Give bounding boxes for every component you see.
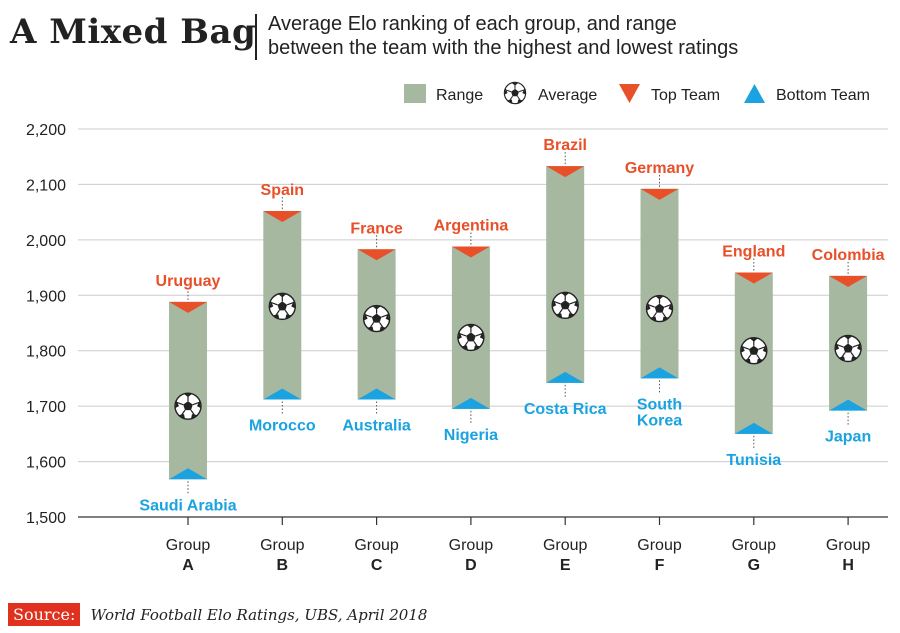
bottom-team-label: Tunisia [726, 452, 781, 469]
y-tick-label: 2,200 [26, 122, 66, 139]
average-marker [362, 304, 391, 333]
subtitle-line-2: between the team with the highest and lo… [268, 37, 739, 59]
y-tick-label: 1,700 [26, 399, 66, 416]
x-tick-label: B [277, 557, 289, 574]
top-team-marker [357, 249, 396, 261]
group-b: Spain Morocco [249, 182, 316, 434]
x-tick-label-prefix: Group [354, 537, 399, 554]
title-divider [255, 14, 257, 60]
y-tick-label: 2,000 [26, 233, 66, 250]
average-marker [834, 334, 862, 363]
source-label: Source: [8, 603, 81, 626]
top-team-label: Colombia [812, 247, 885, 264]
legend-average-label: Average [538, 87, 597, 104]
x-tick-label-prefix: Group [260, 537, 305, 554]
bottom-team-label: South [637, 396, 682, 413]
top-team-marker [734, 272, 773, 284]
bottom-team-label: Nigeria [444, 427, 498, 444]
range-bar [169, 301, 207, 480]
average-marker [551, 291, 579, 319]
x-tick-label: H [842, 557, 854, 574]
average-marker [740, 337, 768, 365]
legend-range-swatch [404, 84, 426, 103]
x-tick-label-prefix: Group [543, 537, 588, 554]
range-bars: Uruguay Saudi Arabia Spain Morocco France Aus… [139, 137, 884, 514]
x-tick-label-prefix: Group [637, 537, 682, 554]
y-tick-label: 1,500 [26, 510, 66, 527]
group-d: Argentina Nigeria [434, 218, 509, 444]
bottom-team-label: Saudi Arabia [139, 497, 236, 514]
y-tick-label: 1,600 [26, 455, 66, 472]
x-tick-label-prefix: Group [826, 537, 871, 554]
range-bar [640, 188, 679, 379]
group-c: France Australia [342, 220, 411, 434]
legend: Range Average Top Team Bottom Team [404, 81, 870, 105]
x-tick-label: C [371, 557, 383, 574]
bottom-team-marker [263, 388, 302, 400]
top-team-label: Spain [261, 182, 305, 199]
legend-range-label: Range [436, 87, 483, 104]
source-note: Source: World Football Elo Ratings, UBS,… [8, 603, 428, 626]
x-tick-label-prefix: Group [166, 537, 211, 554]
bottom-team-label: Australia [342, 417, 411, 434]
x-tick-label: E [560, 557, 571, 574]
y-tick-label: 1,800 [26, 344, 66, 361]
top-team-label: Uruguay [156, 273, 221, 290]
legend-average-icon [503, 81, 527, 105]
bottom-team-label: Morocco [249, 417, 316, 434]
y-tick-label: 1,900 [26, 288, 66, 305]
x-tick-label: F [655, 557, 665, 574]
source-text: World Football Elo Ratings, UBS, April 2… [90, 606, 428, 624]
group-g: England Tunisia [722, 244, 785, 469]
legend-top-label: Top Team [651, 87, 720, 104]
legend-bottom-label: Bottom Team [776, 87, 870, 104]
top-team-label: Brazil [543, 137, 587, 154]
x-tick-label: D [465, 557, 477, 574]
average-marker [457, 323, 485, 352]
bottom-team-marker [357, 388, 396, 400]
top-team-marker [829, 275, 868, 287]
chart-subtitle: Average Elo ranking of each group, and r… [268, 12, 888, 60]
bottom-team-marker [734, 422, 773, 434]
x-tick-label: A [182, 557, 194, 574]
bottom-team-marker [169, 468, 207, 480]
group-h: Colombia Japan [812, 247, 885, 446]
top-team-marker [546, 166, 585, 178]
legend-top-swatch [619, 84, 640, 103]
legend-bottom-swatch [744, 84, 765, 103]
y-axis: 1,500 1,600 1,700 1,800 1,900 2,000 2,100 2,200 [26, 122, 888, 527]
bottom-team-marker [546, 371, 585, 383]
average-marker [645, 294, 674, 323]
top-team-label: Germany [625, 160, 694, 177]
x-tick-label-prefix: Group [449, 537, 494, 554]
x-tick-label-prefix: Group [732, 537, 777, 554]
group-a: Uruguay Saudi Arabia [139, 273, 236, 514]
bottom-team-label: Costa Rica [524, 401, 607, 418]
average-marker [268, 292, 296, 321]
chart-title: A Mixed Bag [10, 12, 257, 52]
y-tick-label: 2,100 [26, 177, 66, 194]
bottom-team-marker [640, 367, 679, 379]
average-marker [174, 392, 202, 420]
bottom-team-label: Korea [637, 412, 682, 429]
top-team-label: England [722, 244, 785, 261]
bottom-team-marker [829, 399, 868, 411]
top-team-label: France [350, 220, 403, 237]
group-e: Brazil Costa Rica [524, 137, 607, 418]
top-team-marker [640, 188, 679, 200]
subtitle-line-1: Average Elo ranking of each group, and r… [268, 13, 677, 35]
top-team-marker [263, 211, 302, 223]
bottom-team-marker [451, 397, 490, 409]
top-team-label: Argentina [434, 218, 509, 235]
range-bar [546, 166, 585, 383]
bottom-team-label: Japan [825, 429, 871, 446]
top-team-marker [451, 246, 490, 258]
x-axis: Group A Group B Group C Group D Group E Group F Grou… [166, 517, 871, 574]
x-tick-label: G [748, 557, 760, 574]
top-team-marker [169, 301, 207, 313]
